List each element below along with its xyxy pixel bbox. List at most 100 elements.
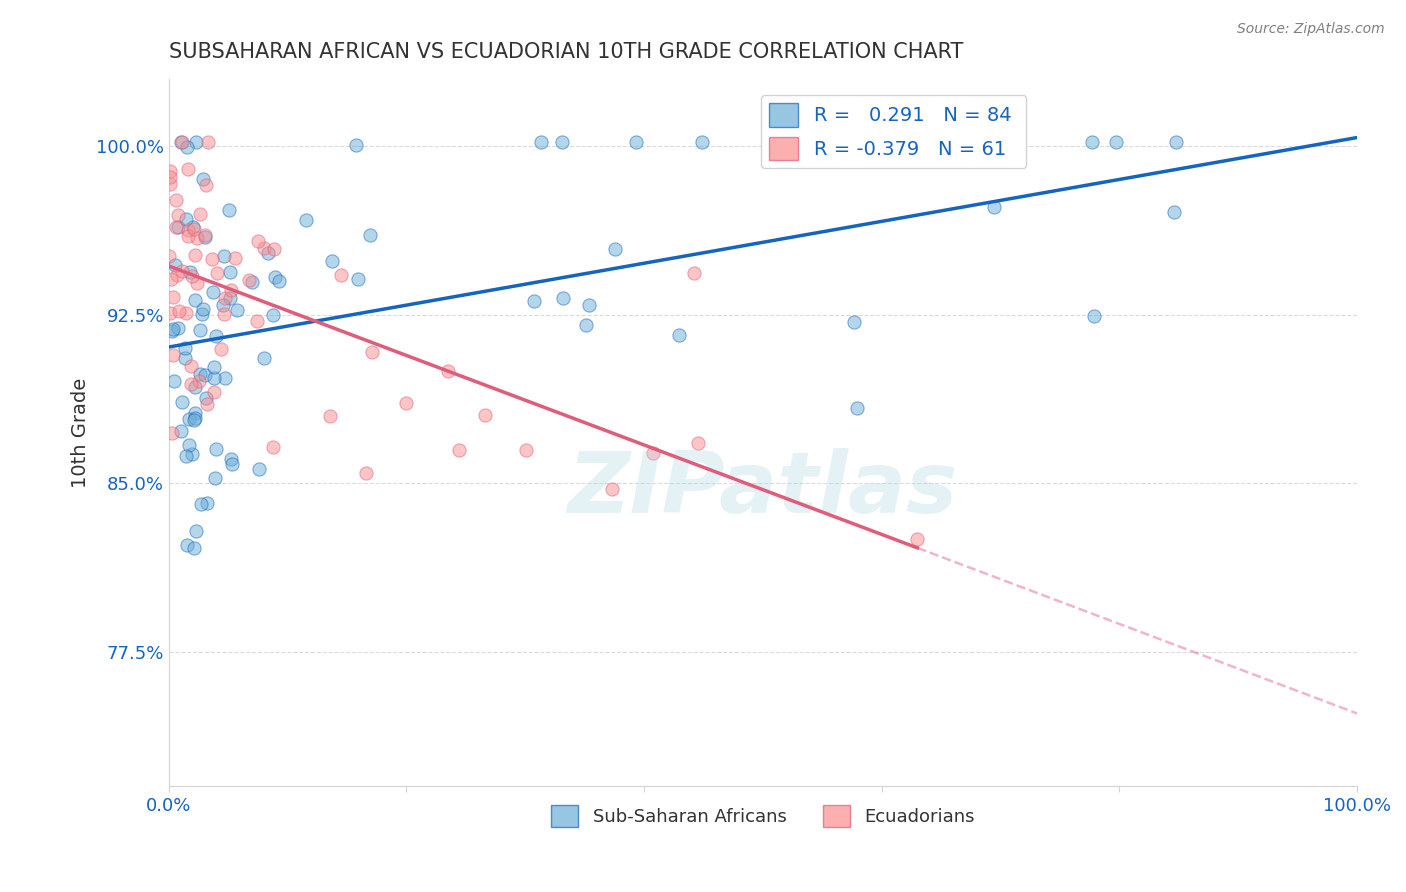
Point [219,284,242,298]
Point [578,297,600,311]
Point [195,397,218,411]
Point [193,172,215,186]
Point [180,359,202,374]
Point [177,229,200,244]
Point [219,291,242,305]
Point [191,307,214,321]
Point [174,449,197,463]
Point [330,268,353,282]
Point [184,410,207,425]
Point [170,135,193,149]
Point [181,447,204,461]
Point [683,266,706,280]
Point [162,348,184,362]
Point [181,220,204,235]
Point [263,440,285,454]
Point [395,396,418,410]
Point [575,318,598,332]
Point [436,363,458,377]
Point [184,379,207,393]
Point [219,452,242,467]
Legend: Sub-Saharan Africans, Ecuadorians: Sub-Saharan Africans, Ecuadorians [544,797,981,834]
Point [941,137,963,152]
Point [176,139,198,153]
Point [253,351,276,365]
Point [207,266,229,280]
Y-axis label: 10th Grade: 10th Grade [72,377,90,488]
Point [359,227,381,242]
Point [905,533,928,547]
Point [218,265,240,279]
Point [1163,204,1185,219]
Point [183,222,205,236]
Point [474,408,496,422]
Point [846,401,869,415]
Point [188,323,211,337]
Point [184,406,207,420]
Point [188,368,211,382]
Point [157,249,180,263]
Point [159,177,181,191]
Point [191,302,214,317]
Point [177,223,200,237]
Point [183,413,205,427]
Point [294,213,316,227]
Point [162,290,184,304]
Point [186,276,208,290]
Point [197,135,219,149]
Point [160,425,183,440]
Point [184,135,207,149]
Point [194,230,217,244]
Point [176,212,198,227]
Point [1164,135,1187,149]
Point [167,208,190,222]
Point [177,411,200,425]
Text: ZIPatlas: ZIPatlas [568,448,957,531]
Point [167,321,190,335]
Point [218,202,240,217]
Point [165,193,187,207]
Point [1083,309,1105,323]
Point [842,315,865,329]
Point [603,243,626,257]
Point [194,368,217,383]
Point [360,345,382,359]
Point [162,322,184,336]
Point [202,384,225,399]
Point [190,498,212,512]
Point [264,270,287,285]
Point [166,220,188,235]
Point [600,482,623,496]
Point [212,306,235,320]
Point [202,360,225,375]
Point [194,227,217,242]
Point [347,271,370,285]
Point [983,200,1005,214]
Point [183,248,205,262]
Point [184,293,207,307]
Point [221,458,243,472]
Point [195,178,218,193]
Point [186,231,208,245]
Point [515,442,537,457]
Point [551,135,574,149]
Point [195,496,218,510]
Point [183,541,205,556]
Point [167,303,190,318]
Point [159,169,181,184]
Point [238,272,260,286]
Point [530,135,553,149]
Point [447,443,470,458]
Text: SUBSAHARAN AFRICAN VS ECUADORIAN 10TH GRADE CORRELATION CHART: SUBSAHARAN AFRICAN VS ECUADORIAN 10TH GR… [169,42,963,62]
Point [163,258,186,272]
Point [1105,135,1128,149]
Point [174,341,197,355]
Point [209,342,232,356]
Point [247,462,270,476]
Point [170,424,193,438]
Point [165,220,187,235]
Point [686,435,709,450]
Point [173,351,195,365]
Point [166,268,188,282]
Point [177,438,200,452]
